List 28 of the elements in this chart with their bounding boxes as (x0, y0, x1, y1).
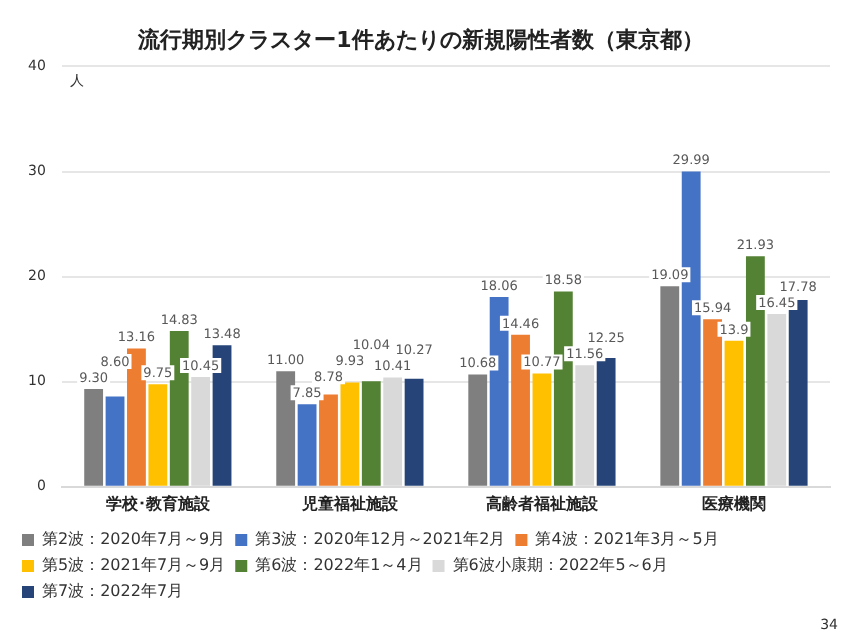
chart-title: 流行期別クラスター1件あたりの新規陽性者数（東京都） (136, 26, 704, 53)
bar (319, 394, 338, 486)
bar (404, 378, 424, 486)
legend-label: 第5波：2021年7月～9月 (42, 556, 226, 575)
bar (361, 381, 381, 486)
x-tick-label: 医療機関 (701, 492, 766, 513)
bar (105, 396, 125, 486)
bar (297, 404, 317, 486)
bar (468, 374, 488, 486)
x-tick-label: 児童福祉施設 (299, 492, 400, 513)
bar (532, 373, 552, 486)
x-tick-label: 高齢者福祉施設 (485, 492, 600, 513)
legend-label: 第6波：2022年1～4月 (255, 556, 423, 575)
legend-label: 第4波：2021年3月～5月 (535, 530, 719, 549)
bar (276, 371, 296, 486)
bar (340, 382, 360, 486)
bar (596, 358, 616, 486)
bar (84, 389, 104, 486)
legend-label: 第6波小康期：2022年5～6月 (452, 556, 668, 575)
legend-label: 第7波：2022年7月 (42, 582, 184, 601)
x-tick-label: 学校･教育施設 (105, 492, 212, 513)
legend-label: 第3波：2020年12月～2021年2月 (255, 530, 506, 549)
bar (724, 340, 744, 486)
bar (148, 384, 168, 486)
bar (127, 348, 146, 486)
legend-label: 第2波：2020年7月～9月 (42, 530, 226, 549)
bar (703, 319, 722, 486)
bar (660, 286, 680, 486)
